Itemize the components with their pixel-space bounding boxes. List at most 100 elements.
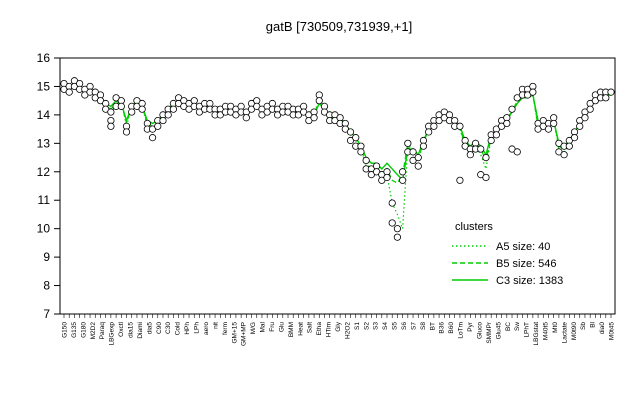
data-point <box>560 151 568 159</box>
x-tick-label: G150 <box>62 322 69 338</box>
data-point <box>456 176 464 184</box>
x-tick-label: B60 <box>448 322 455 334</box>
x-tick-label: Mt0 <box>552 322 559 333</box>
x-axis: G150 G135 G180 M2D2 Paraq LBGexp Oxctl dia15 Dia… <box>62 314 616 346</box>
data-point <box>492 131 500 139</box>
x-tick-label: Glu45 <box>495 322 502 340</box>
x-tick-label: Bl <box>590 321 597 327</box>
data-point <box>503 119 511 128</box>
data-point <box>544 125 553 133</box>
y-tick-label: 11 <box>38 193 51 207</box>
y-tick-label: 7 <box>43 307 50 321</box>
x-tick-label: Etha <box>316 322 323 336</box>
data-point <box>169 105 177 113</box>
legend-entry: B5 size: 546 <box>496 258 557 270</box>
x-tick-label: HPh <box>184 322 191 335</box>
data-point <box>419 142 428 150</box>
x-tick-label: M40t5 <box>542 322 549 340</box>
x-tick-label: Sw <box>514 322 521 331</box>
data-point <box>602 94 610 102</box>
data-point <box>159 116 167 125</box>
data-point <box>482 153 490 162</box>
legend-title: clusters <box>455 221 493 233</box>
data-point <box>550 119 558 128</box>
x-tick-label: GM+MP <box>241 322 248 346</box>
x-tick-label: Gly <box>335 321 342 332</box>
x-tick-label: SMMPr <box>486 321 493 344</box>
data-point <box>466 151 474 159</box>
x-tick-label: C30 <box>165 322 172 334</box>
x-tick-label: S3 <box>373 322 380 330</box>
x-tick-label: LBGexp <box>109 322 116 346</box>
x-tick-label: nit <box>212 322 219 329</box>
x-tick-label: S2 <box>363 322 370 330</box>
data-point <box>138 105 146 113</box>
x-tick-label: G180 <box>80 322 87 338</box>
data-point <box>388 219 396 227</box>
legend-entry: A5 size: 40 <box>496 241 550 253</box>
data-point <box>513 148 521 156</box>
data-point <box>409 148 417 156</box>
plot-area <box>59 57 616 315</box>
x-tick-label: M0t45 <box>609 322 616 340</box>
x-tick-label: S4 <box>382 322 389 330</box>
data-point <box>164 111 172 119</box>
chart-title: gatB [730509,731939,+1] <box>266 19 412 34</box>
data-point <box>117 102 125 110</box>
data-point <box>242 114 250 122</box>
data-point <box>128 108 136 116</box>
y-tick-label: 9 <box>43 250 50 264</box>
data-point <box>346 128 355 136</box>
data-point <box>352 134 360 142</box>
x-tick-label: Sb <box>580 322 587 330</box>
data-point <box>482 173 490 182</box>
x-tick-label: BT <box>429 322 436 330</box>
x-tick-label: BC <box>505 322 512 331</box>
legend: clusters A5 size: 40 B5 size: 546 C3 size:… <box>452 221 563 287</box>
x-tick-label: LPh <box>194 322 201 334</box>
x-tick-label: H2O2 <box>344 322 351 339</box>
y-tick-label: 8 <box>43 279 50 293</box>
data-point <box>477 145 485 153</box>
x-tick-label: Glu <box>278 322 285 333</box>
y-tick-label: 16 <box>37 51 51 65</box>
x-tick-label: Pyr <box>467 321 474 332</box>
data-point <box>315 97 323 105</box>
y-tick-label: 13 <box>37 136 51 150</box>
x-tick-label: Lactate <box>561 322 568 344</box>
x-tick-label: dia15 <box>128 322 135 338</box>
x-tick-label: M0t90 <box>571 322 578 340</box>
data-point <box>425 128 433 136</box>
x-tick-label: C90 <box>156 322 163 334</box>
data-point <box>107 122 115 130</box>
data-point <box>148 134 157 142</box>
x-tick-label: Fru <box>269 322 276 332</box>
data-point <box>430 122 438 130</box>
data-point <box>414 162 422 170</box>
y-tick-label: 14 <box>37 108 51 122</box>
x-tick-label: Gluco <box>476 322 483 339</box>
x-tick-label: LBGstat <box>533 322 540 346</box>
data-point <box>399 176 407 184</box>
x-tick-label: HTim <box>326 322 333 337</box>
data-point <box>529 88 537 96</box>
legend-entry: C3 size: 1383 <box>496 275 563 287</box>
y-tick-label: 10 <box>37 222 51 236</box>
x-tick-label: GM+15 <box>231 322 238 344</box>
data-point <box>388 199 396 207</box>
data-point <box>581 114 589 122</box>
data-point <box>399 168 407 176</box>
x-tick-label: dia0 <box>599 322 606 335</box>
x-tick-label: G135 <box>71 322 78 338</box>
x-tick-label: S8 <box>420 322 427 330</box>
x-tick-label: S6 <box>401 322 408 330</box>
data-point <box>107 108 115 116</box>
data-point <box>154 122 162 130</box>
data-point <box>393 233 402 241</box>
x-tick-label: Cold <box>175 322 182 336</box>
data-point <box>393 225 402 233</box>
data-point <box>487 136 495 145</box>
x-tick-label: LoTm <box>458 322 465 339</box>
x-tick-label: dia5 <box>146 322 153 335</box>
